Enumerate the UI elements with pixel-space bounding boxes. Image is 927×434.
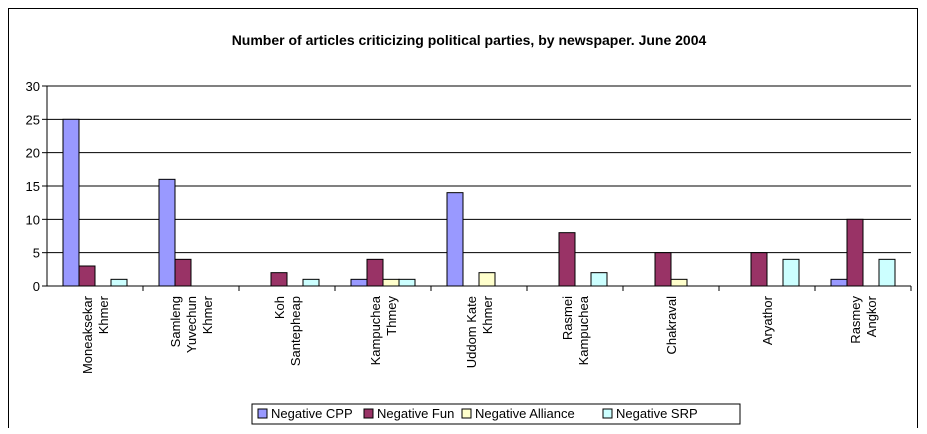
axes <box>46 86 912 291</box>
category-label: Khmer <box>480 295 495 334</box>
bar <box>174 258 192 287</box>
y-tick-labels: 0 5 10 15 20 25 30 <box>26 79 40 294</box>
category-label: Kampuchea <box>576 295 591 365</box>
bar <box>366 258 384 287</box>
y-tick-label: 20 <box>26 146 40 161</box>
category-label: Thmey <box>384 296 399 336</box>
bar <box>270 272 288 287</box>
legend-label: Negative CPP <box>271 406 353 421</box>
legend-box <box>251 403 741 425</box>
category-label: Chakraval <box>664 296 679 355</box>
category-label: Angkor <box>864 295 879 337</box>
y-tick-label: 0 <box>33 279 40 294</box>
legend-label: Negative Fun <box>377 406 454 421</box>
category-label: Yuvechun <box>184 296 199 353</box>
bar <box>398 278 416 287</box>
bar <box>478 272 496 287</box>
legend-swatch <box>363 408 374 419</box>
bar <box>62 118 80 287</box>
legend: Negative CPP Negative Fun Negative Allianc… <box>251 403 741 425</box>
category-label: Khmer <box>200 295 215 334</box>
bar <box>302 278 320 287</box>
legend-swatch <box>461 408 472 419</box>
y-tick-label: 30 <box>26 79 40 94</box>
category-label: Samleng <box>168 296 183 347</box>
category-label: Rasmei <box>560 296 575 340</box>
category-label: Koh <box>272 296 287 319</box>
category-label: Kampuchea <box>368 295 383 365</box>
y-tick-label: 10 <box>26 212 40 227</box>
legend-label: Negative SRP <box>616 406 698 421</box>
bar <box>782 258 800 287</box>
gridlines <box>42 85 911 287</box>
bars <box>62 118 896 287</box>
bar <box>110 278 128 287</box>
y-tick-label: 5 <box>33 246 40 261</box>
bar <box>446 192 464 287</box>
category-label: Moneaksekar <box>80 295 95 374</box>
chart-title: Number of articles criticizing political… <box>232 32 707 48</box>
category-label: Aryathor <box>760 295 775 345</box>
legend-swatch <box>602 408 613 419</box>
bar <box>750 252 768 287</box>
category-labels: Moneaksekar Khmer Samleng Yuvechun Khmer Koh S… <box>80 295 879 374</box>
bar <box>350 278 368 287</box>
category-label: Khmer <box>96 295 111 334</box>
bar <box>830 278 848 287</box>
bar <box>158 178 176 287</box>
y-tick-label: 15 <box>26 179 40 194</box>
bar <box>670 278 688 287</box>
bar <box>846 218 864 287</box>
bar <box>558 232 576 287</box>
category-label: Santepheap <box>288 296 303 366</box>
bar <box>78 265 96 287</box>
bar <box>590 272 608 287</box>
category-label: Uddom Kate <box>464 296 479 368</box>
category-label: Rasmey <box>848 296 863 344</box>
legend-label: Negative Alliance <box>475 406 575 421</box>
bar <box>382 278 400 287</box>
y-tick-label: 25 <box>26 112 40 127</box>
bar <box>654 252 672 287</box>
legend-swatch <box>257 408 268 419</box>
bar <box>878 258 896 287</box>
